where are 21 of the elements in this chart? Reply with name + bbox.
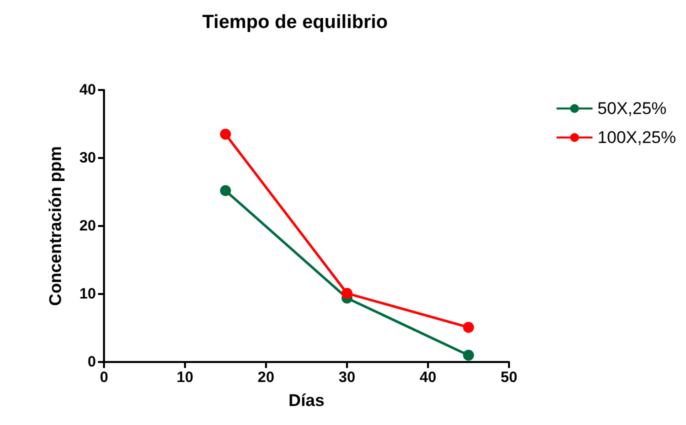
y-axis-title: Concentración ppm — [46, 146, 65, 306]
point — [220, 185, 231, 196]
point — [463, 350, 474, 361]
point — [220, 128, 231, 140]
y-tick-label: 40 — [79, 82, 96, 98]
x-tick-label: 40 — [420, 369, 436, 386]
y-tick-label: 20 — [79, 218, 96, 234]
x-tick-label: 0 — [100, 369, 108, 386]
x-tick-label: 10 — [176, 369, 194, 386]
point — [463, 322, 474, 333]
legend-label: 100X,25% — [598, 128, 676, 147]
y-tick-label: 30 — [79, 150, 96, 166]
x-tick-label: 50 — [500, 369, 518, 386]
x-tick-label: 30 — [338, 369, 356, 386]
x-tick-label: 20 — [258, 369, 274, 386]
x-axis-title: Días — [288, 391, 324, 410]
y-tick-label: 0 — [88, 354, 96, 370]
y-tick-label: 10 — [79, 286, 96, 302]
legend-label: 50X,25% — [598, 99, 667, 118]
chart-title: Tiempo de equilibrio — [202, 12, 388, 33]
point — [342, 288, 352, 299]
